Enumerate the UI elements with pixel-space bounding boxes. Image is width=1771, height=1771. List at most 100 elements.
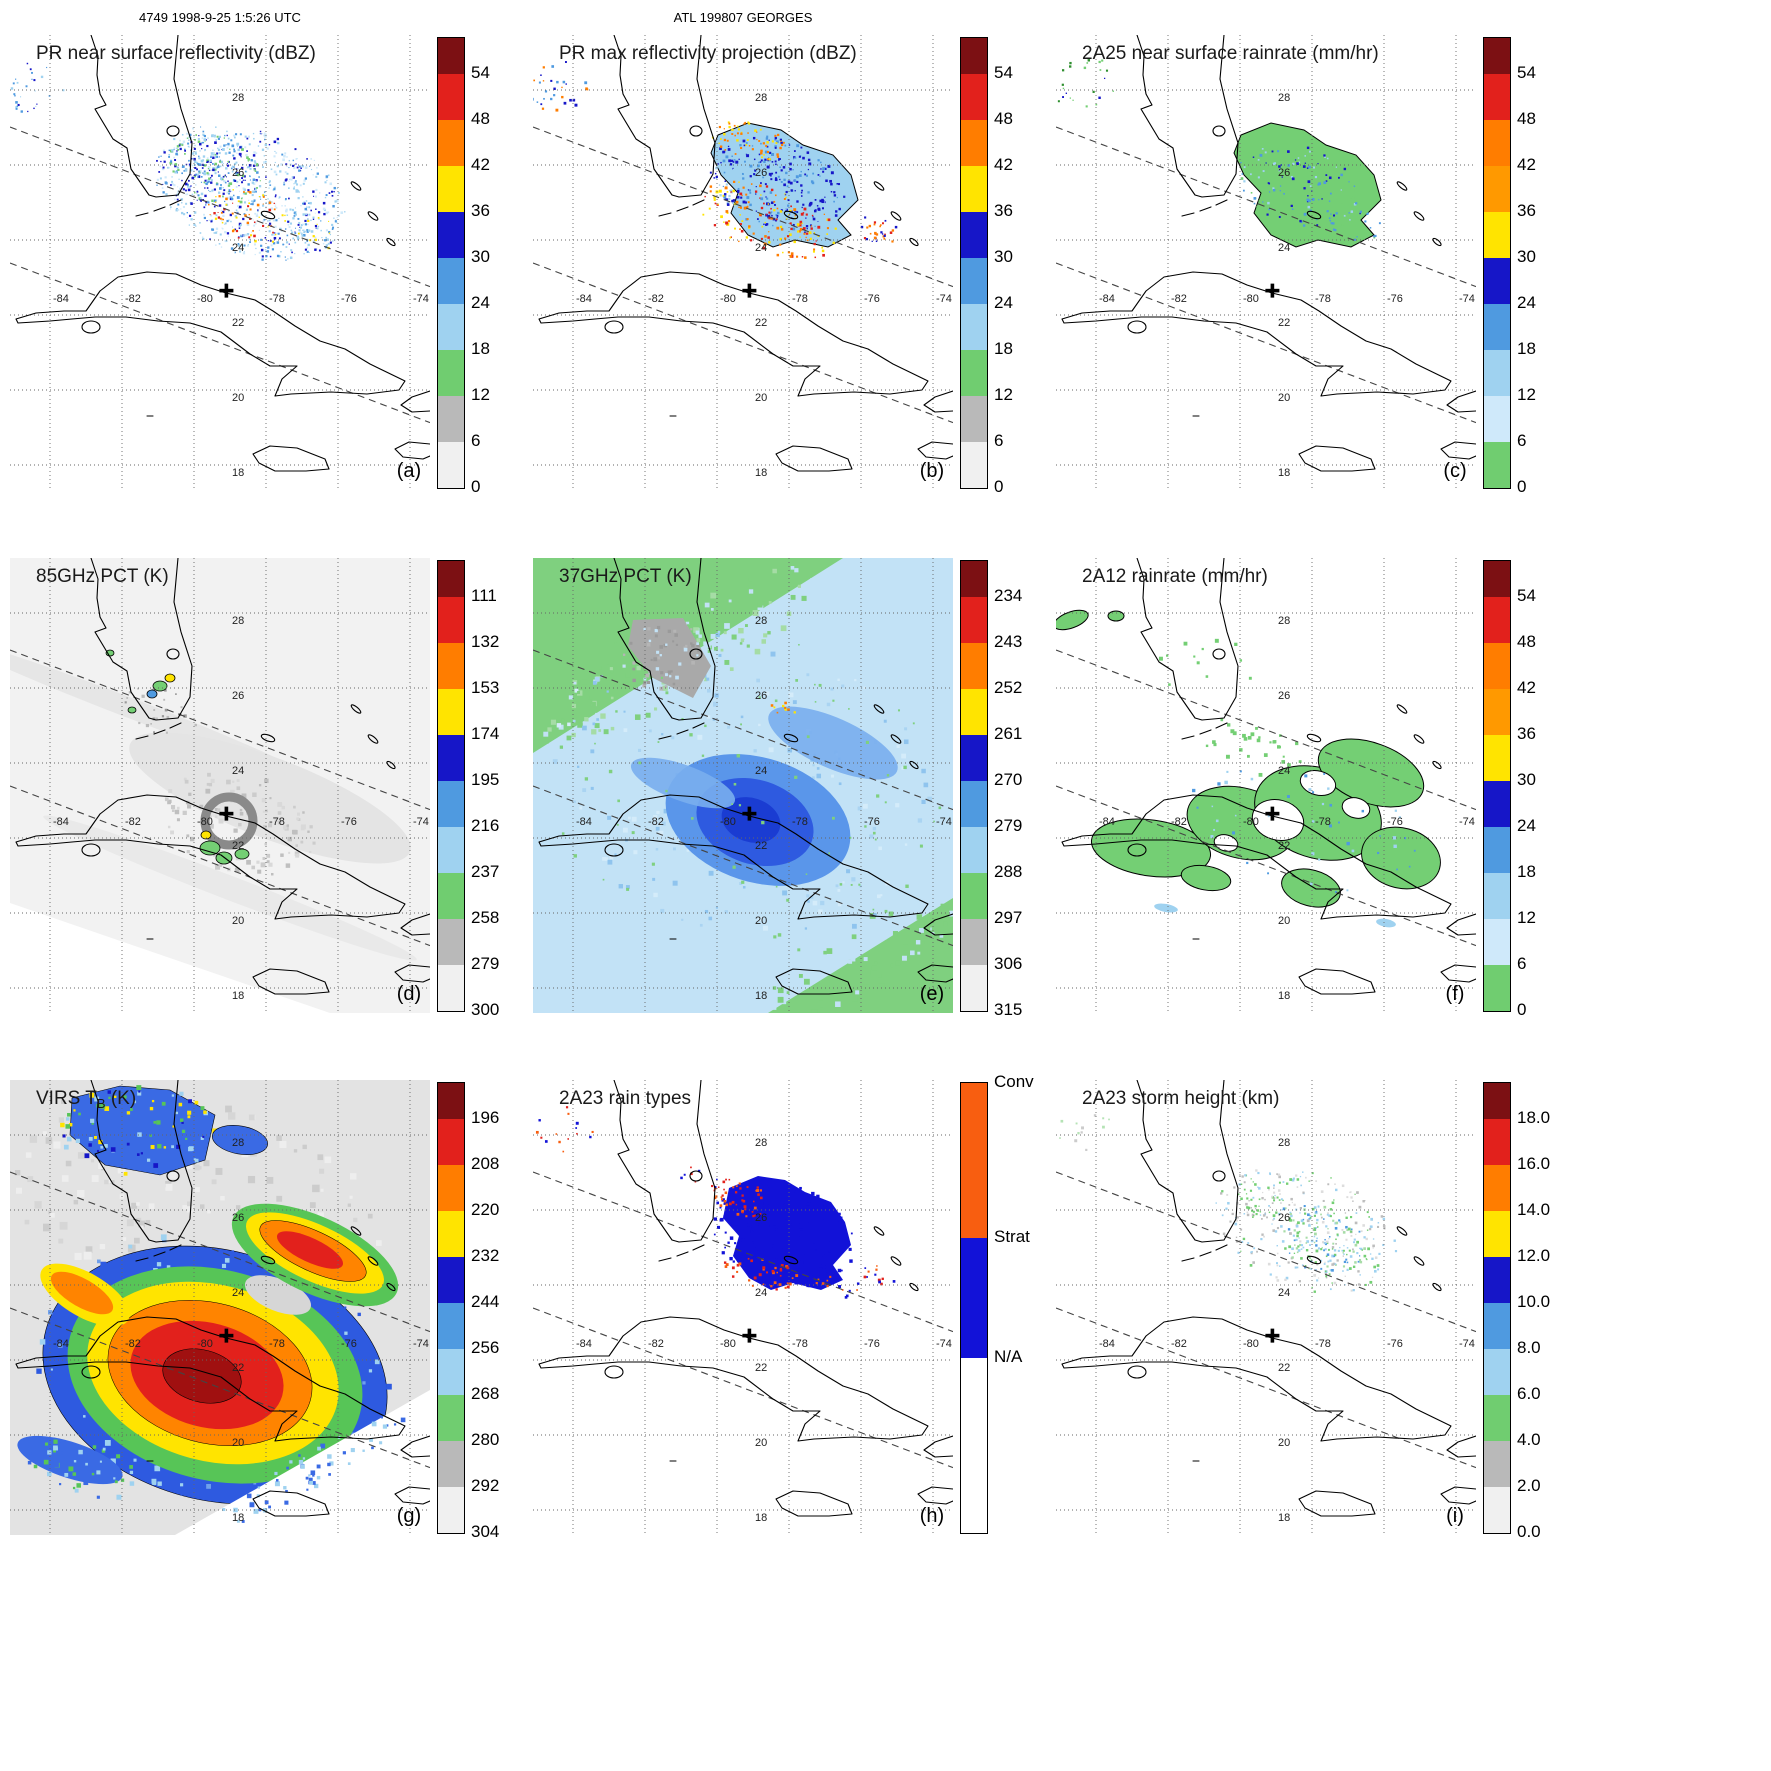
- svg-text:20: 20: [1278, 915, 1290, 927]
- colorbar-segment: [438, 120, 464, 166]
- svg-text:-74: -74: [1459, 1338, 1475, 1350]
- svg-text:18: 18: [232, 990, 244, 1002]
- svg-text:-84: -84: [576, 1338, 592, 1350]
- colorbar-tick-label: 30: [1517, 247, 1536, 266]
- colorbar-segment: [1484, 212, 1510, 258]
- colorbar-tick-label: 48: [994, 109, 1013, 128]
- colorbar-segment: [438, 396, 464, 442]
- raster-layer: [1057, 59, 1382, 248]
- colorbar-tick-label: 4.0: [1517, 1430, 1541, 1449]
- panel-a: -84 -82 -80 -78 -76 -74 28 26 24 22 20 18 PR near su…: [10, 35, 533, 495]
- colorbar-segment: [961, 74, 987, 120]
- colorbar-segment: [961, 1357, 987, 1533]
- graticule-labels: -84 -82 -80 -78 -76 -74 28 26 24 22 20 18: [1099, 1137, 1475, 1524]
- panel-letter: (g): [397, 1505, 421, 1527]
- raster-layer: [10, 62, 346, 261]
- swath-edge-lines: [10, 1171, 430, 1469]
- colorbar-tick-label: 48: [471, 109, 490, 128]
- svg-text:26: 26: [1278, 690, 1290, 702]
- svg-text:24: 24: [1278, 765, 1290, 777]
- svg-text:-80: -80: [197, 816, 213, 828]
- svg-text:28: 28: [1278, 92, 1290, 104]
- colorbar-segment: [961, 561, 987, 597]
- svg-text:28: 28: [1278, 1137, 1290, 1149]
- svg-text:22: 22: [755, 317, 767, 329]
- panel-e: -84 -82 -80 -78 -76 -74 28 26 24 22 20 18 37GHz PCT …: [533, 558, 1056, 1018]
- colorbar-tick-label: 270: [994, 770, 1023, 789]
- colorbar-tick-label: 258: [471, 908, 500, 927]
- colorbar-segment: [438, 1083, 464, 1119]
- colorbar-segment: [438, 1303, 464, 1349]
- colorbar-segment: [961, 1083, 987, 1239]
- colorbar-segment: [1484, 1441, 1510, 1487]
- colorbar-tick-label: 42: [1517, 155, 1536, 174]
- map-h: -84 -82 -80 -78 -76 -74 28 26 24 22 20 18 2A23 rain …: [533, 1080, 953, 1535]
- colorbar-tick-label: 0.0: [1517, 1522, 1541, 1541]
- raster-layer: [535, 1106, 896, 1299]
- panel-letter: (c): [1443, 460, 1466, 482]
- colorbar-tick-label: 18.0: [1517, 1108, 1551, 1127]
- colorbar-segment: [961, 212, 987, 258]
- colorbar-segment: [1484, 1083, 1510, 1119]
- svg-text:-78: -78: [269, 816, 285, 828]
- svg-text:-80: -80: [720, 816, 736, 828]
- colorbar-tick-label: 268: [471, 1384, 500, 1403]
- colorbar-segment: [961, 781, 987, 827]
- panel-title: PR max reflectivity projection (dBZ): [559, 43, 857, 64]
- svg-text:18: 18: [232, 467, 244, 479]
- colorbar-tick-label: 153: [471, 678, 500, 697]
- colorbar-tick-label: 42: [471, 155, 490, 174]
- coastlines: [15, 35, 430, 472]
- svg-text:24: 24: [1278, 242, 1290, 254]
- colorbar-segment: [438, 965, 464, 1011]
- panel-i: -84 -82 -80 -78 -76 -74 28 26 24 22 20 18 2A23 storm…: [1056, 1080, 1579, 1540]
- svg-text:-74: -74: [1459, 816, 1475, 828]
- coastlines: [538, 558, 953, 995]
- svg-text:-78: -78: [1315, 816, 1331, 828]
- colorbar-segment: [961, 350, 987, 396]
- colorbar-segment: [438, 1119, 464, 1165]
- graticule-labels: -84 -82 -80 -78 -76 -74 28 26 24 22 20 18: [576, 1137, 952, 1524]
- colorbar-tick-label: 36: [994, 201, 1013, 220]
- svg-text:-76: -76: [1387, 816, 1403, 828]
- colorbar-segment: [1484, 396, 1510, 442]
- coastlines: [1061, 1080, 1476, 1517]
- svg-text:-76: -76: [341, 816, 357, 828]
- colorbar-tick-label: 30: [994, 247, 1013, 266]
- svg-text:-80: -80: [1243, 1338, 1259, 1350]
- colorbar-tick-label: 30: [1517, 770, 1536, 789]
- svg-text:-84: -84: [576, 816, 592, 828]
- colorbar-tick-label: 297: [994, 908, 1023, 927]
- svg-text:-76: -76: [864, 1338, 880, 1350]
- swath-edge-lines: [533, 1171, 953, 1469]
- colorbar-tick-label: 0: [471, 477, 481, 496]
- map-c: -84 -82 -80 -78 -76 -74 28 26 24 22 20 18 2A25 near …: [1056, 35, 1476, 490]
- colorbar-segment: [438, 38, 464, 74]
- colorbar-tick-label: 54: [471, 63, 490, 82]
- graticule-labels: -84 -82 -80 -78 -76 -74 28 26 24 22 20 18: [53, 92, 429, 479]
- svg-text:-78: -78: [792, 1338, 808, 1350]
- svg-text:18: 18: [755, 467, 767, 479]
- graticule: [533, 35, 953, 490]
- svg-text:26: 26: [755, 690, 767, 702]
- panel-letter: (e): [920, 983, 944, 1005]
- colorbar-tick-label: 300: [471, 1000, 500, 1019]
- raster-layer: [1059, 1114, 1398, 1293]
- colorbar-tick-label: 12.0: [1517, 1246, 1551, 1265]
- svg-text:-78: -78: [269, 293, 285, 305]
- svg-text:20: 20: [755, 1437, 767, 1449]
- colorbar-segment: [1484, 120, 1510, 166]
- colorbar-segment: [1484, 304, 1510, 350]
- colorbar-segment: [961, 965, 987, 1011]
- colorbar-tick-label: 10.0: [1517, 1292, 1551, 1311]
- svg-text:26: 26: [1278, 1212, 1290, 1224]
- graticule-labels: -84 -82 -80 -78 -76 -74 28 26 24 22 20 18: [53, 1137, 429, 1524]
- colorbar-tick-label: 243: [994, 632, 1023, 651]
- coastlines: [1061, 558, 1476, 995]
- colorbar-h: [960, 1082, 988, 1534]
- svg-text:22: 22: [1278, 840, 1290, 852]
- colorbar-segment: [438, 1165, 464, 1211]
- colorbar-tick-label: 36: [1517, 201, 1536, 220]
- panel-g: -84 -82 -80 -78 -76 -74 28 26 24 22 20 18 VIRS TB (K…: [10, 1080, 533, 1540]
- colorbar-segment: [961, 166, 987, 212]
